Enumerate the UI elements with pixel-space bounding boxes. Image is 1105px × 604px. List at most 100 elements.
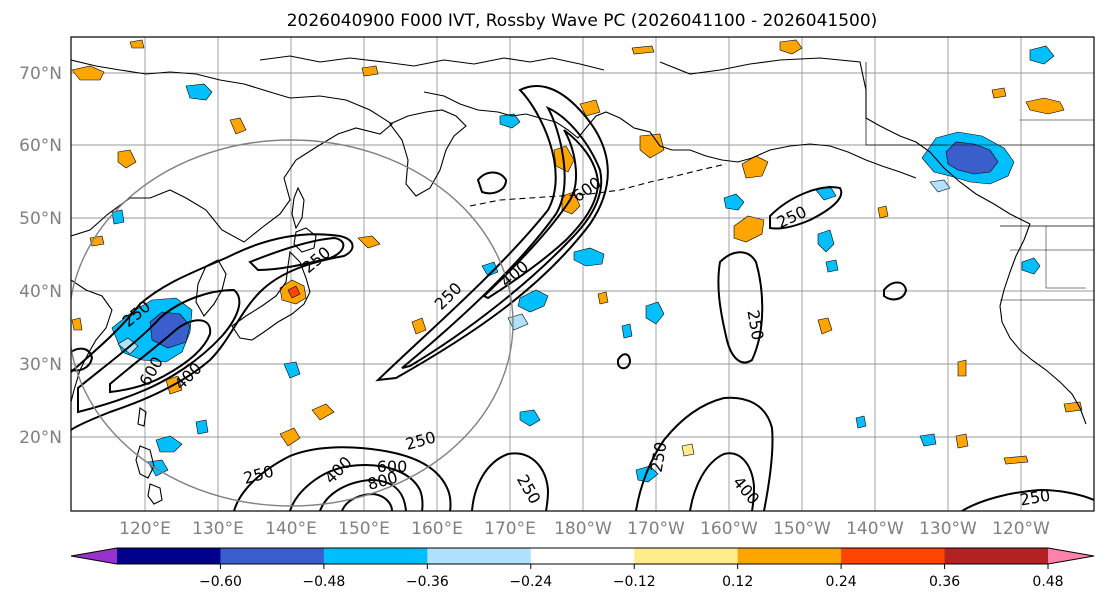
positive-anomaly-aleutian-n [817,317,833,335]
colorbar-tick-label: 0.24 [826,574,857,590]
contour-south-600 [319,478,407,511]
lon-label: 170°W [627,519,685,539]
contour-plume-250 [375,85,609,382]
lon-label: 150°E [338,519,390,539]
negative-anomaly-central-f [723,193,745,211]
coastlines [71,55,1094,505]
negative-anomaly-central-b [517,289,549,313]
positive-anomaly-aleutian-j [117,149,137,169]
contour-plume-600 [482,129,600,300]
negative-anomaly-central-l [283,361,301,379]
colorbar-segment [323,548,428,564]
colorbar-extension-low [71,548,117,564]
colorbar-tick-label: 0.36 [929,574,960,590]
contour-kamchatka-250 [248,236,345,272]
lat-label: 50°N [19,209,62,229]
colorbar-segments [71,548,1094,564]
positive-anomaly-small-1 [129,39,145,49]
contour-east-250 [961,488,1094,511]
contour-japan-600 [109,319,212,394]
positive-anomaly-aleutian-x [991,87,1007,99]
colorbar-segment [634,548,739,564]
negative-anomaly-central-n [481,261,499,277]
negative-anomaly-central-e [817,229,835,253]
positive-anomaly-aleutian-e [733,215,765,243]
negative-anomaly-central-g [1021,257,1041,275]
coast-philippines-b [147,483,163,505]
contour-small-ring [476,171,508,195]
longitude-labels: 120°E 130°E 140°E 150°E 160°E 170°E 180°… [119,519,1050,539]
positive-anomaly-japan-core [287,285,301,299]
positive-anomaly-aleutian-t [955,433,969,449]
lat-label: 60°N [19,136,62,156]
colorbar-tick-label: 0.12 [722,574,753,590]
negative-anomaly-central-a [573,247,605,267]
negative-anomaly-central-q [1029,45,1055,65]
positive-anomaly-aleutian-p [631,45,655,55]
positive-anomaly-aleutian-s [957,359,967,377]
colorbar-tick-label: 0.48 [1032,574,1063,590]
lon-label: 180°W [554,519,612,539]
negative-anomaly-central-s [919,433,937,447]
negative-anomaly-central-t [855,415,867,429]
border-us-states-a [1000,226,1094,301]
coast-kamchatka [389,109,467,197]
gridlines [71,37,1094,511]
contour-aleutian-250 [769,186,843,230]
lon-label: 160°W [700,519,758,539]
coast-north-america-west [999,223,1087,425]
positive-anomaly-aleutian-l [311,403,335,421]
coast-alaska [659,57,1031,225]
contour-southeast-400 [689,452,756,511]
lat-label: 70°N [19,64,62,84]
positive-anomaly-aleutian-i [229,117,247,135]
negative-anomaly-central-k [635,465,659,483]
contour-southeast-250 [635,396,774,511]
lat-label: 40°N [19,282,62,302]
positive-anomaly-aleutian-k [357,235,381,249]
positive-anomaly-aleutian-h [71,65,105,81]
contour-south-400 [289,464,424,511]
negative-anomaly-kamchatka-a [185,83,213,101]
lon-label: 150°W [773,519,831,539]
coast-china-east [71,279,113,403]
latitude-labels: 70°N 60°N 50°N 40°N 30°N 20°N [19,64,62,448]
negative-anomaly-central-r [111,209,125,225]
contour-small-east [883,281,908,301]
coast-korea-japan-west [195,259,227,317]
coast-siberia-north [259,55,605,71]
positive-anomaly-aleutian-c [639,133,665,159]
colorbar-tick-label: −0.36 [406,574,449,590]
lon-label: 130°E [192,519,244,539]
coast-philippines-a [135,445,155,479]
lon-label: 140°W [846,519,904,539]
coast-asia [71,59,393,243]
negative-anomaly-central-m [195,419,209,435]
colorbar-tick-label: −0.48 [302,574,345,590]
positive-anomaly-aleutian-o [1003,455,1029,465]
contour-japan-250 [71,233,354,431]
positive-anomaly-aleutian-f [1025,97,1065,115]
border-canada-alaska [865,62,948,146]
contour-small-central [617,353,632,370]
contour-central-250 [717,251,764,364]
coast-japan-main [231,250,311,341]
colorbar-segment [944,548,1049,564]
map-panel: 250 250 600 400 250 400 600 250 250 250 … [70,36,1095,512]
positive-anomaly-aleutian-y [877,205,889,219]
colorbar-segment [427,548,532,564]
lon-label: 120°E [119,519,171,539]
negative-anomaly-alaska-core [945,141,999,175]
contour-west-edge [71,347,94,372]
contour-plume-400 [401,105,603,369]
negative-anomaly-central-i [155,435,183,453]
map-background [71,37,1094,511]
lon-label: 170°E [484,519,536,539]
contour-south-250 [233,446,452,511]
coast-taiwan [137,407,147,427]
negative-anomaly-central-p [825,259,839,273]
negative-anomaly-yellow-sea-core [149,311,191,349]
positive-anomaly-small-4 [579,99,601,117]
colorbar-tick-label: −0.12 [613,574,656,590]
lon-label: 140°E [265,519,317,539]
